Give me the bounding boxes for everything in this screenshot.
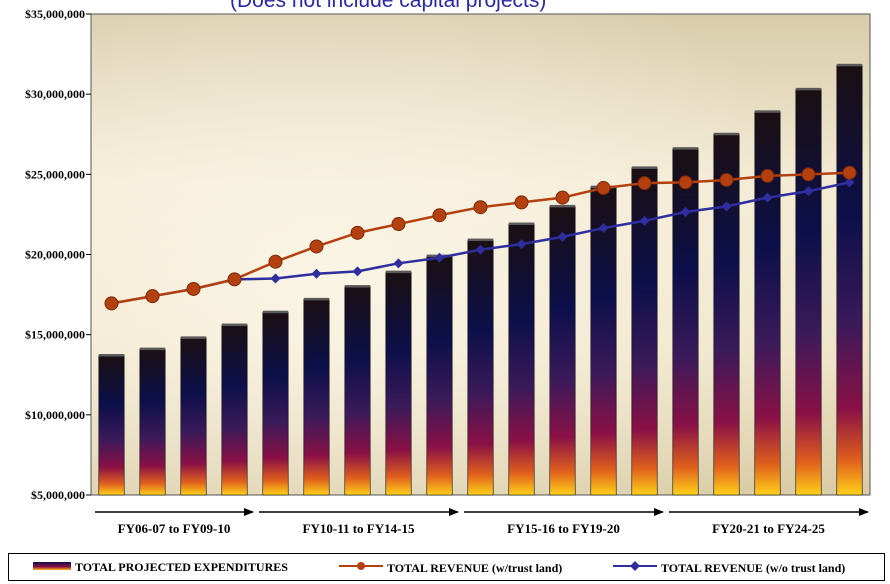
- revenue-with-trust-point: [596, 180, 611, 195]
- legend-label-expenditures: TOTAL PROJECTED EXPENDITURES: [75, 560, 288, 574]
- legend-label-revenue-with: TOTAL REVENUE (w/trust land): [387, 560, 563, 575]
- revenue-with-trust-point: [801, 167, 816, 182]
- y-axis: $5,000,000 $10,000,000 $15,000,000 $20,000,…: [25, 7, 91, 502]
- expenditure-bar: [262, 311, 289, 496]
- expenditure-bar: [672, 148, 699, 496]
- legend-bar-swatch: [33, 560, 71, 575]
- revenue-without-trust-point: [803, 186, 814, 197]
- expenditure-bar-cap: [385, 270, 412, 274]
- expenditure-bar: [508, 223, 535, 496]
- period-label: FY10-11 to FY14-15: [303, 521, 415, 536]
- expenditure-bar: [385, 271, 412, 496]
- expenditure-bar-cap: [631, 166, 658, 169]
- expenditure-bar-cap: [713, 132, 740, 136]
- y-tick-label: $10,000,000: [25, 408, 85, 422]
- expenditure-bar-cap: [221, 323, 248, 327]
- expenditure-bar: [467, 239, 494, 496]
- expenditure-bar: [836, 65, 863, 496]
- expenditure-bar: [549, 206, 576, 496]
- revenue-with-trust-point: [186, 281, 201, 296]
- revenue-without-trust-point: [311, 268, 322, 279]
- revenue-with-trust-point: [227, 272, 242, 287]
- revenue-without-trust-point: [434, 252, 445, 263]
- legend-item-revenue-without: TOTAL REVENUE (w/o trust land): [613, 560, 845, 576]
- revenue-with-trust-point: [760, 168, 775, 183]
- expenditure-bar: [344, 286, 371, 496]
- revenue-without-trust-point: [516, 239, 527, 250]
- expenditure-bar-cap: [549, 204, 576, 208]
- expenditure-bar-cap: [180, 336, 207, 339]
- y-tick-label: $25,000,000: [25, 167, 85, 181]
- revenue-with-trust-point: [514, 195, 529, 210]
- legend-item-expenditures: TOTAL PROJECTED EXPENDITURES: [33, 560, 288, 575]
- expenditure-bar-cap: [262, 310, 289, 314]
- y-tick-label: $5,000,000: [31, 488, 85, 502]
- expenditure-bar-cap: [139, 347, 166, 351]
- expenditure-bar-cap: [754, 110, 781, 113]
- revenue-with-trust-point: [678, 175, 693, 190]
- y-tick-label: $20,000,000: [25, 248, 85, 262]
- period-label: FY15-16 to FY19-20: [507, 521, 620, 536]
- revenue-with-trust-point: [350, 225, 365, 240]
- revenue-without-trust-point: [844, 177, 855, 188]
- expenditure-bar-cap: [508, 222, 535, 226]
- expenditure-bar: [180, 337, 207, 496]
- expenditure-bar-cap: [836, 63, 863, 67]
- period-label: FY20-21 to FY24-25: [712, 521, 825, 536]
- legend-line-diamond-swatch: [613, 560, 657, 576]
- revenue-without-trust-point: [475, 244, 486, 255]
- revenue-without-trust-point: [598, 223, 609, 234]
- expenditure-bar: [139, 348, 166, 496]
- expenditure-bar: [303, 299, 330, 496]
- expenditure-bar: [426, 255, 453, 496]
- chart-subtitle: (Does not include capital projects): [230, 0, 547, 12]
- y-tick-label: $30,000,000: [25, 87, 85, 101]
- revenue-with-trust-point: [719, 172, 734, 187]
- expenditure-bar: [795, 89, 822, 496]
- revenue-with-trust-point: [473, 200, 488, 215]
- revenue-with-trust-point: [145, 289, 160, 304]
- expenditure-bar-cap: [467, 238, 494, 242]
- revenue-with-trust-point: [555, 190, 570, 205]
- revenue-with-trust-point: [309, 239, 324, 254]
- revenue-with-trust-point: [842, 165, 857, 180]
- legend-item-revenue-with: TOTAL REVENUE (w/trust land): [339, 560, 562, 576]
- expenditure-bar-cap: [344, 285, 371, 288]
- expenditure-bar-cap: [795, 87, 822, 91]
- legend-label-revenue-without: TOTAL REVENUE (w/o trust land): [661, 560, 846, 575]
- revenue-without-trust-point: [639, 215, 650, 226]
- expenditure-bar-cap: [98, 354, 125, 357]
- revenue-without-trust-point: [352, 266, 363, 277]
- revenue-with-trust-point: [637, 176, 652, 191]
- lines-group: [104, 165, 857, 311]
- period-arrows-group: FY06-07 to FY09-10 FY10-11 to FY14-15 FY15…: [95, 508, 869, 536]
- y-tick-label: $15,000,000: [25, 328, 85, 342]
- expenditure-bar: [590, 186, 617, 496]
- revenue-without-trust-point: [721, 201, 732, 212]
- expenditure-bar: [221, 324, 248, 496]
- revenue-without-trust-point: [557, 231, 568, 242]
- period-label: FY06-07 to FY09-10: [118, 521, 231, 536]
- revenue-with-trust-point: [432, 208, 447, 223]
- legend-line-circle-swatch: [339, 560, 383, 576]
- expenditure-bar: [98, 355, 125, 496]
- bars-group: [98, 63, 863, 496]
- legend: TOTAL PROJECTED EXPENDITURES TOTAL REVEN…: [8, 553, 885, 581]
- revenue-with-trust-point: [268, 254, 283, 269]
- expenditure-bar-cap: [672, 147, 699, 150]
- revenue-without-trust-point: [762, 192, 773, 203]
- revenue-with-trust-point: [104, 296, 119, 311]
- expenditure-bar-cap: [303, 297, 330, 301]
- y-tick-label: $35,000,000: [25, 7, 85, 21]
- revenue-without-trust-point: [393, 258, 404, 269]
- revenue-with-trust-point: [391, 217, 406, 232]
- expenditure-bar: [713, 133, 740, 496]
- revenue-without-trust-point: [270, 273, 281, 284]
- revenue-without-trust-point: [680, 207, 691, 218]
